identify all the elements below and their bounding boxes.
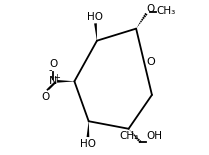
Text: CH₃: CH₃: [157, 6, 176, 16]
Text: O: O: [41, 92, 50, 102]
Polygon shape: [94, 23, 97, 41]
Text: HO: HO: [80, 139, 96, 149]
Text: -: -: [48, 65, 52, 75]
Text: +: +: [53, 73, 60, 82]
Polygon shape: [57, 80, 74, 83]
Text: N: N: [49, 76, 57, 86]
Polygon shape: [87, 121, 89, 137]
Text: O: O: [147, 57, 155, 67]
Text: O: O: [50, 59, 58, 69]
Text: OH: OH: [146, 131, 162, 141]
Text: CH₂: CH₂: [119, 131, 138, 141]
Text: O: O: [147, 4, 155, 14]
Text: HO: HO: [87, 12, 103, 22]
